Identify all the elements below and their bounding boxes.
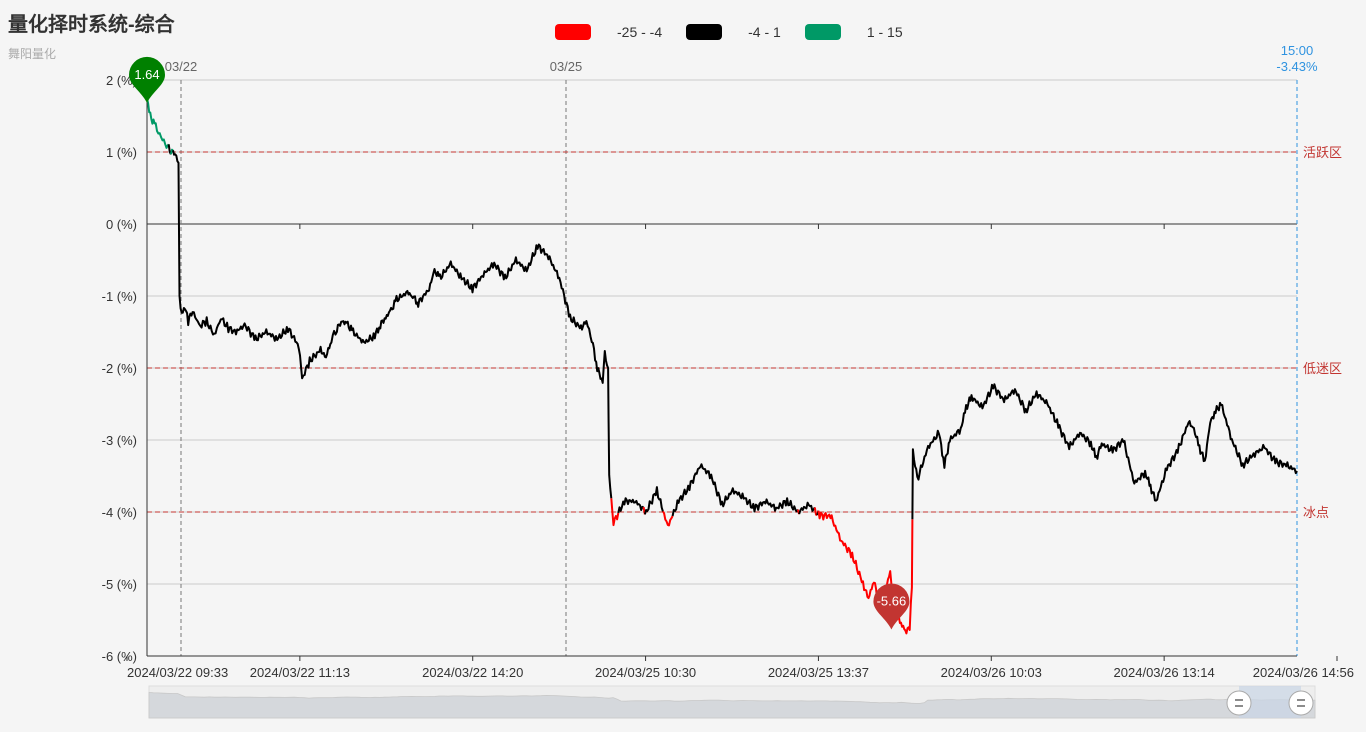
legend-swatch-mid bbox=[686, 24, 723, 40]
legend-swatch-low bbox=[555, 24, 591, 40]
series-segment bbox=[643, 486, 664, 515]
axis-pointer-time: 15:00 bbox=[1281, 43, 1314, 58]
zoom-preview bbox=[148, 691, 1316, 719]
mark-line-label: 冰点 bbox=[1303, 505, 1329, 520]
x-tick-label: 2024/03/25 10:30 bbox=[595, 665, 696, 680]
series-segment bbox=[169, 148, 174, 155]
legend-label-mid: -4 - 1 bbox=[748, 24, 781, 40]
series-layer bbox=[146, 97, 1298, 635]
max-pin: 1.64 bbox=[129, 56, 165, 103]
series-segment bbox=[671, 463, 799, 517]
legend-item-low[interactable]: -25 - -4 bbox=[555, 24, 676, 40]
max-pin-label: 1.64 bbox=[134, 67, 159, 82]
y-tick-label: -3 (%) bbox=[102, 433, 137, 448]
max-pin-shape bbox=[129, 56, 165, 103]
x-tick-label: 2024/03/26 10:03 bbox=[941, 665, 1042, 680]
zoom-handle-left[interactable] bbox=[1226, 690, 1252, 716]
y-tick-label: -1 (%) bbox=[102, 289, 137, 304]
series-segment bbox=[662, 510, 674, 527]
legend-item-mid[interactable]: -4 - 1 bbox=[686, 24, 795, 40]
min-pin: -5.66 bbox=[873, 583, 910, 630]
min-pin-label: -5.66 bbox=[877, 594, 907, 609]
date-marker-label: 03/22 bbox=[165, 59, 198, 74]
date-marker-label: 03/25 bbox=[550, 59, 583, 74]
legend-label-low: -25 - -4 bbox=[617, 24, 663, 40]
zoom-handle-circle bbox=[1288, 690, 1314, 716]
y-tick-label: 1 (%) bbox=[106, 145, 137, 160]
series-segment bbox=[911, 383, 1298, 520]
pin-layer: 1.64 -5.66 bbox=[129, 56, 910, 630]
x-tick-label: 2024/03/22 11:13 bbox=[250, 665, 350, 680]
x-tick-label: 2024/03/26 13:14 bbox=[1114, 665, 1215, 680]
legend-item-high[interactable]: 1 - 15 bbox=[804, 24, 917, 40]
zoom-handle-circle bbox=[1226, 690, 1252, 716]
zoom-handle-right[interactable] bbox=[1288, 690, 1314, 716]
legend: -25 - -4 -4 - 1 1 - 15 bbox=[555, 24, 927, 40]
x-tick-label: 2024/03/26 14:56 bbox=[1253, 665, 1354, 680]
y-tick-label: -6 (%) bbox=[102, 649, 137, 664]
min-pin-shape bbox=[873, 583, 910, 630]
y-tick-label: 0 (%) bbox=[106, 217, 137, 232]
mark-line-label: 低迷区 bbox=[1303, 361, 1342, 376]
x-tick-label: 2024/03/22 09:33 bbox=[127, 665, 228, 680]
series-segment bbox=[617, 497, 644, 514]
series-segment bbox=[610, 498, 620, 527]
axis-layer: 2 (%)1 (%)0 (%)-1 (%)-2 (%)-3 (%)-4 (%)-… bbox=[102, 43, 1354, 680]
chart-title: 量化择时系统-综合 bbox=[8, 14, 175, 36]
data-zoom-slider bbox=[148, 685, 1316, 719]
y-tick-label: -5 (%) bbox=[102, 577, 137, 592]
chart-subtitle: 舞阳量化 bbox=[8, 47, 57, 61]
legend-label-high: 1 - 15 bbox=[866, 24, 903, 40]
series-segment bbox=[172, 150, 613, 499]
mark-line-label: 活跃区 bbox=[1303, 145, 1342, 160]
series-segment bbox=[798, 501, 816, 515]
series-segment bbox=[146, 97, 170, 149]
axis-pointer-value: -3.43% bbox=[1276, 59, 1318, 74]
legend-swatch-high bbox=[804, 24, 841, 40]
x-tick-label: 2024/03/22 14:20 bbox=[422, 665, 523, 680]
y-tick-label: -4 (%) bbox=[102, 505, 137, 520]
y-tick-label: -2 (%) bbox=[102, 361, 137, 376]
x-tick-label: 2024/03/25 13:37 bbox=[768, 665, 869, 680]
